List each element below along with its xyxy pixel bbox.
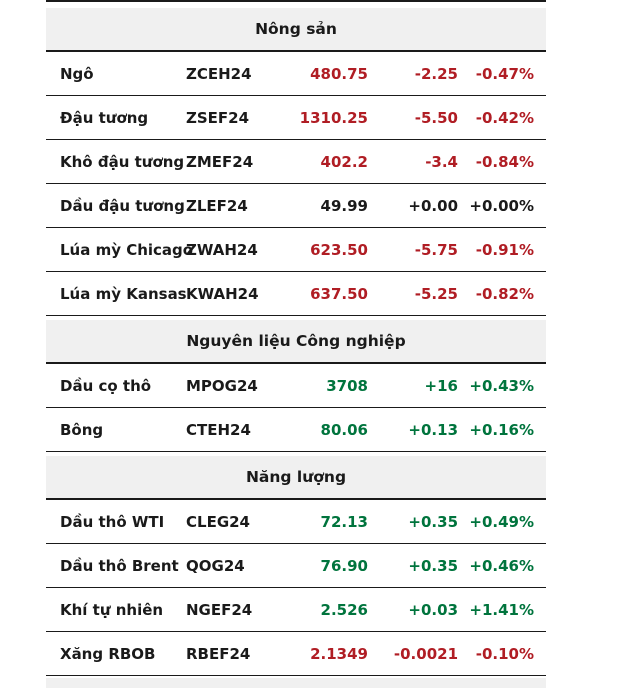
commodity-section: Nguyên liệu Công nghiệp Dầu cọ thô MPOG24 3… xyxy=(46,320,546,452)
change-value: -2.25 xyxy=(414,64,458,83)
percent-change-value: -0.47% xyxy=(475,64,534,83)
section-header: Nguyên liệu Công nghiệp xyxy=(46,320,546,364)
price-value: 80.06 xyxy=(320,420,368,439)
commodity-name: Đậu tương xyxy=(60,108,149,127)
section-title: Nông sản xyxy=(255,20,337,38)
commodity-name: Ngô xyxy=(60,64,94,83)
percent-change-value: +1.41% xyxy=(469,600,534,619)
table-row: Bông CTEH24 80.06 +0.13 +0.16% xyxy=(46,408,546,452)
table-row: Dầu thô WTI CLEG24 72.13 +0.35 +0.49% xyxy=(46,500,546,544)
price-value: 402.2 xyxy=(320,152,368,171)
percent-change-value: +0.00% xyxy=(469,196,534,215)
ticker-code: ZWAH24 xyxy=(186,240,258,259)
commodity-name: Dầu thô WTI xyxy=(60,512,165,531)
price-value: 2.526 xyxy=(320,600,368,619)
table-row: Dầu đậu tương ZLEF24 49.99 +0.00 +0.00% xyxy=(46,184,546,228)
change-value: +0.35 xyxy=(408,556,458,575)
top-cutoff-line xyxy=(46,0,546,2)
price-value: 2.1349 xyxy=(310,644,368,663)
table-row: Ngô ZCEH24 480.75 -2.25 -0.47% xyxy=(46,52,546,96)
change-value: -5.25 xyxy=(414,284,458,303)
ticker-code: ZLEF24 xyxy=(186,196,248,215)
table-sections: Nông sản Ngô ZCEH24 480.75 -2.25 -0.47% Đậu tư… xyxy=(46,8,546,676)
change-value: -0.0021 xyxy=(393,644,458,663)
change-value: -5.50 xyxy=(414,108,458,127)
percent-change-value: +0.46% xyxy=(469,556,534,575)
table-row: Khô đậu tương ZMEF24 402.2 -3.4 -0.84% xyxy=(46,140,546,184)
commodity-name: Dầu cọ thô xyxy=(60,376,152,395)
ticker-code: NGEF24 xyxy=(186,600,253,619)
percent-change-value: -0.42% xyxy=(475,108,534,127)
change-value: +16 xyxy=(424,376,458,395)
commodity-name: Bông xyxy=(60,420,104,439)
ticker-code: ZMEF24 xyxy=(186,152,254,171)
section-header: Năng lượng xyxy=(46,456,546,500)
section-title: Năng lượng xyxy=(245,468,347,486)
ticker-code: CLEG24 xyxy=(186,512,250,531)
percent-change-value: +0.49% xyxy=(469,512,534,531)
ticker-code: CTEH24 xyxy=(186,420,251,439)
ticker-code: ZSEF24 xyxy=(186,108,250,127)
percent-change-value: -0.10% xyxy=(475,644,534,663)
table-row: Dầu cọ thô MPOG24 3708 +16 +0.43% xyxy=(46,364,546,408)
commodity-name: Dầu thô Brent xyxy=(60,556,179,575)
table-row: Lúa mỳ Kansas KWAH24 637.50 -5.25 -0.82% xyxy=(46,272,546,316)
price-value: 623.50 xyxy=(310,240,368,259)
next-section-header-partial xyxy=(46,678,546,688)
commodity-name: Lúa mỳ Chicago xyxy=(60,240,194,259)
change-value: +0.35 xyxy=(408,512,458,531)
commodity-price-table: Nông sản Ngô ZCEH24 480.75 -2.25 -0.47% Đậu tư… xyxy=(46,0,546,688)
percent-change-value: -0.82% xyxy=(475,284,534,303)
price-value: 72.13 xyxy=(320,512,368,531)
commodity-section: Nông sản Ngô ZCEH24 480.75 -2.25 -0.47% Đậu tư… xyxy=(46,8,546,316)
change-value: +0.13 xyxy=(408,420,458,439)
commodity-name: Khô đậu tương xyxy=(60,152,185,171)
ticker-code: RBEF24 xyxy=(186,644,251,663)
price-value: 480.75 xyxy=(310,64,368,83)
ticker-code: QOG24 xyxy=(186,556,245,575)
table-row: Đậu tương ZSEF24 1310.25 -5.50 -0.42% xyxy=(46,96,546,140)
price-value: 1310.25 xyxy=(299,108,368,127)
commodity-name: Xăng RBOB xyxy=(60,644,156,663)
price-value: 3708 xyxy=(326,376,368,395)
commodity-section: Năng lượng Dầu thô WTI CLEG24 72.13 +0.35 +0.… xyxy=(46,456,546,676)
change-value: +0.00 xyxy=(408,196,458,215)
price-value: 49.99 xyxy=(320,196,368,215)
table-row: Khí tự nhiên NGEF24 2.526 +0.03 +1.41% xyxy=(46,588,546,632)
price-value: 76.90 xyxy=(320,556,368,575)
commodity-name: Dầu đậu tương xyxy=(60,196,185,215)
commodity-name: Khí tự nhiên xyxy=(60,600,164,619)
ticker-code: ZCEH24 xyxy=(186,64,252,83)
percent-change-value: -0.84% xyxy=(475,152,534,171)
section-header: Nông sản xyxy=(46,8,546,52)
percent-change-value: -0.91% xyxy=(475,240,534,259)
table-row: Xăng RBOB RBEF24 2.1349 -0.0021 -0.10% xyxy=(46,632,546,676)
table-row: Dầu thô Brent QOG24 76.90 +0.35 +0.46% xyxy=(46,544,546,588)
percent-change-value: +0.16% xyxy=(469,420,534,439)
change-value: -3.4 xyxy=(425,152,458,171)
section-title: Nguyên liệu Công nghiệp xyxy=(186,332,406,350)
commodity-name: Lúa mỳ Kansas xyxy=(60,284,187,303)
price-value: 637.50 xyxy=(310,284,368,303)
table-row: Lúa mỳ Chicago ZWAH24 623.50 -5.75 -0.91% xyxy=(46,228,546,272)
ticker-code: KWAH24 xyxy=(186,284,259,303)
ticker-code: MPOG24 xyxy=(186,376,258,395)
percent-change-value: +0.43% xyxy=(469,376,534,395)
change-value: +0.03 xyxy=(408,600,458,619)
change-value: -5.75 xyxy=(414,240,458,259)
